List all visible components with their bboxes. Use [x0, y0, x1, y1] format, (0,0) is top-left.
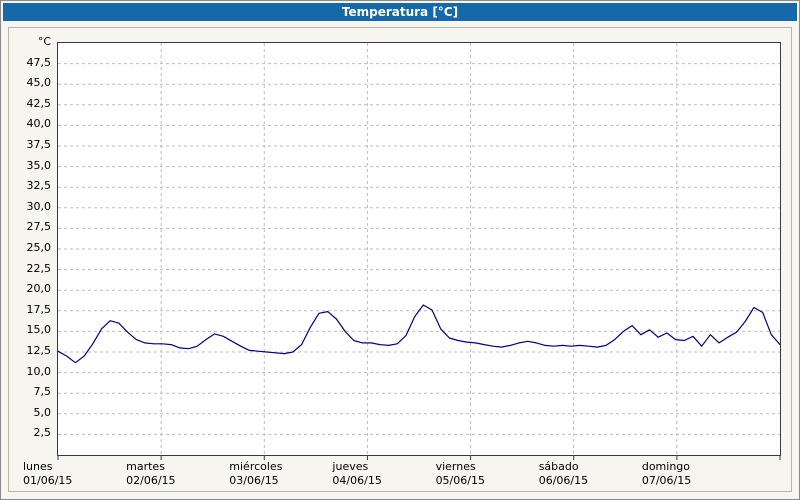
day-name: lunes: [23, 460, 53, 473]
day-date: 02/06/15: [126, 474, 176, 487]
day-date: 01/06/15: [23, 474, 73, 487]
x-axis-day-label: viernes 05/06/15: [436, 460, 516, 488]
day-name: sábado: [538, 460, 579, 473]
y-axis-tick-label: 27,5: [26, 220, 52, 234]
y-axis-tick-label: 37,5: [26, 138, 52, 151]
y-axis-tick-label: 25,0: [26, 241, 52, 254]
day-name: domingo: [641, 460, 691, 473]
day-name: viernes: [435, 460, 476, 473]
temperature-chart-canvas: [57, 43, 781, 460]
x-axis-day-label: jueves 04/06/15: [332, 460, 412, 488]
day-date: 06/06/15: [538, 474, 589, 487]
x-axis-day-label: lunes 01/06/15: [23, 460, 103, 488]
y-axis-tick-label: 5,0: [33, 405, 52, 419]
y-axis-tick-label: 10,0: [26, 364, 52, 378]
day-date: 04/06/15: [332, 474, 382, 487]
x-axis-day-label: sábado 06/06/15: [539, 460, 619, 488]
y-axis-tick-label: 15,0: [26, 323, 52, 337]
y-axis-tick-label: 17,5: [26, 302, 52, 316]
y-axis-tick-label: 30,0: [26, 199, 52, 213]
y-axis-tick-label: 42,5: [26, 96, 52, 110]
chart-panel: °C 47,5 45,0 42,5 40,0 37,5 35,0 32,5 30,0 27,5 25…: [8, 27, 792, 492]
y-axis-tick-label: 40,0: [26, 117, 52, 131]
day-date: 03/06/15: [229, 474, 279, 487]
x-axis-day-label: martes 02/06/15: [126, 460, 206, 488]
day-name: miércoles: [229, 460, 283, 473]
day-name: jueves: [332, 460, 369, 473]
y-axis-tick-label: 35,0: [26, 158, 52, 172]
y-axis-tick-label: 2,5: [33, 426, 52, 440]
plot-area: [57, 42, 781, 460]
y-axis-tick-label: 45,0: [26, 76, 52, 90]
y-axis-tick-label: 47,5: [26, 55, 52, 69]
y-axis-tick-label: 22,5: [26, 261, 52, 275]
window-title: Temperatura [°C]: [341, 5, 459, 19]
y-axis-tick-label: 7,5: [33, 385, 52, 399]
y-axis-tick-label: 32,5: [26, 179, 52, 193]
y-axis-tick-label: 12,5: [26, 344, 52, 357]
day-date: 05/06/15: [435, 474, 485, 487]
window-titlebar: Temperatura [°C]: [3, 3, 797, 21]
day-date: 07/06/15: [641, 474, 692, 487]
temperature-line: [57, 304, 781, 364]
x-axis-day-label: miércoles 03/06/15: [229, 460, 309, 488]
day-name: martes: [126, 460, 165, 473]
x-axis-day-label: domingo 07/06/15: [642, 460, 722, 488]
y-axis-unit-label: °C: [37, 35, 51, 48]
y-axis-tick-label: 20,0: [26, 282, 52, 296]
